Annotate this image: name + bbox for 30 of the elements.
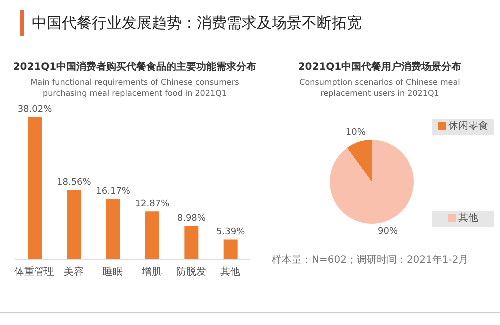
bar [67, 190, 82, 260]
data-label: 16.17% [96, 187, 131, 198]
x-tick-label: 增肌 [141, 266, 162, 278]
data-label: 18.56% [57, 178, 92, 188]
data-label: 12.87% [135, 200, 170, 210]
text: 样本量：N=602；调研时间：2021年1-2月 [272, 254, 470, 267]
bar [28, 117, 42, 260]
chart-title: 2021Q1中国代餐用户消费场景分布 [297, 60, 463, 74]
bar [146, 212, 160, 260]
pie-slice [347, 140, 372, 182]
chart-title: 2021Q1中国消费者购买代餐食品的主要功能需求分布 [12, 60, 258, 74]
x-tick-label: 其他 [220, 266, 240, 278]
data-label: 5.39% [216, 228, 246, 238]
x-tick-label: 防脱发 [176, 266, 206, 278]
legend-label: 其他 [432, 211, 494, 227]
bar [184, 226, 199, 260]
legend-label: 休闲零食 [432, 119, 494, 135]
data-label: 8.98% [177, 214, 206, 224]
data-label: 10% [346, 128, 366, 138]
text: 中国代餐行业发展趋势：消费需求及场景不断拓宽 [20, 10, 362, 36]
bar [224, 240, 238, 260]
data-label: 38.02% [18, 105, 53, 115]
x-tick-label: 美容 [64, 266, 84, 278]
pie-slice [330, 140, 414, 224]
chart-subtitle: Consumption scenarios of Chinese meal replacement users in 2021Q1 [298, 77, 462, 99]
bar [106, 199, 120, 260]
x-tick-label: 体重管理 [14, 266, 55, 278]
data-label: 90% [378, 226, 399, 237]
chart-subtitle: Main functional requirements of Chinese consumers purchasing meal replacement food in 2021Q1 [30, 77, 240, 99]
x-tick-label: 睡眠 [102, 266, 123, 278]
